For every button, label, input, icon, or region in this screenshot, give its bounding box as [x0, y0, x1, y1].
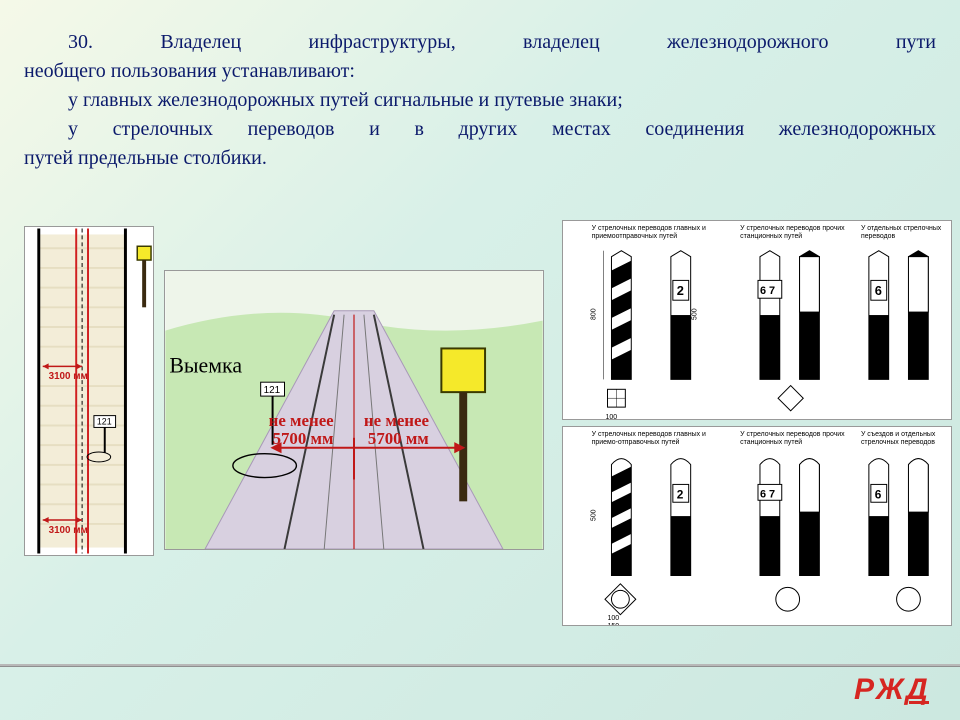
line-4: у стрелочных переводов и в других местах… [24, 115, 936, 144]
svg-text:6 7: 6 7 [760, 285, 775, 297]
line-3: у главных железнодорожных путей сигнальн… [24, 86, 936, 115]
svg-text:2: 2 [677, 283, 684, 298]
body-text: 30. Владелец инфраструктуры, владелец же… [24, 28, 936, 173]
line-5: путей предельные столбики. [24, 144, 936, 173]
svg-text:Р: Р [854, 673, 875, 706]
right-lbl-2: 5700 мм [368, 429, 429, 448]
svg-text:6: 6 [875, 283, 882, 298]
left-lbl-1: не менее [269, 411, 335, 430]
svg-text:100: 100 [608, 615, 620, 622]
fig-pillars-upper: У стрелочных переводов главных и приемоо… [562, 220, 952, 420]
km-plate: 121 [97, 416, 112, 426]
fig-cutting: Выемка 121 не менее 5700 мм [164, 270, 544, 550]
svg-text:100: 100 [606, 414, 618, 419]
footer-divider [0, 664, 960, 667]
fig-pillars-lower: У стрелочных переводов главных и приемо-… [562, 426, 952, 626]
svg-text:2: 2 [677, 487, 684, 501]
km-plate-2: 121 [264, 385, 281, 396]
fig-track-plan: 3100 мм 121 3100 мм [24, 226, 154, 556]
svg-text:800: 800 [591, 308, 598, 320]
left-lbl-2: 5700 мм [273, 429, 334, 448]
svg-text:150: 150 [608, 623, 620, 625]
figures: 3100 мм 121 3100 мм [24, 226, 952, 660]
svg-text:500: 500 [692, 308, 699, 320]
cutting-title: Выемка [169, 353, 242, 377]
footer: Р Ж Д [0, 664, 960, 720]
right-lbl-1: не менее [364, 411, 430, 430]
svg-text:500: 500 [591, 509, 598, 521]
svg-text:6 7: 6 7 [760, 488, 775, 500]
svg-text:Ж: Ж [874, 673, 906, 706]
line-1: 30. Владелец инфраструктуры, владелец же… [24, 28, 936, 57]
dim-3100-1: 3100 мм [49, 371, 88, 382]
line-2: необщего пользования устанавливают: [24, 57, 936, 86]
slide: 30. Владелец инфраструктуры, владелец же… [0, 0, 960, 720]
rzd-logo: Р Ж Д [854, 671, 932, 712]
svg-text:6: 6 [875, 487, 882, 501]
dim-3100-2: 3100 мм [49, 525, 88, 536]
